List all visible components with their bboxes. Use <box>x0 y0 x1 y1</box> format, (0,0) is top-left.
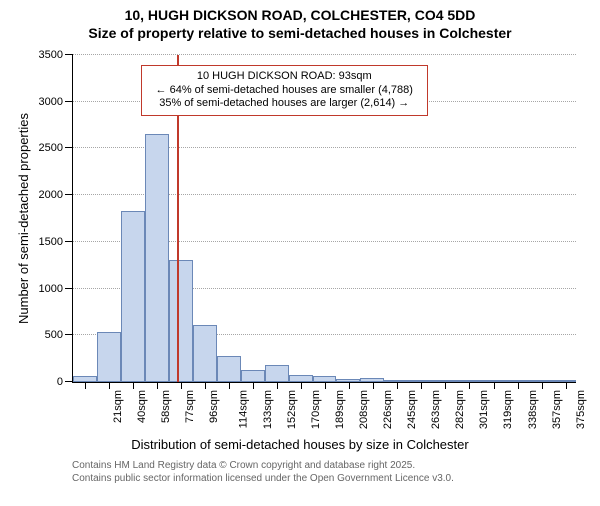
title-line-2: Size of property relative to semi-detach… <box>0 24 600 42</box>
x-tick <box>229 382 230 389</box>
x-tick <box>397 382 398 389</box>
x-tick-label: 282sqm <box>455 390 467 429</box>
x-tick <box>253 382 254 389</box>
x-tick-label: 245sqm <box>406 390 418 429</box>
x-tick-label: 375sqm <box>575 390 587 429</box>
x-tick-label: 338sqm <box>527 390 539 429</box>
x-tick <box>566 382 567 389</box>
x-tick-label: 58sqm <box>160 390 172 423</box>
x-tick <box>85 382 86 389</box>
x-tick-label: 170sqm <box>310 390 322 429</box>
x-tick <box>421 382 422 389</box>
y-tick-label: 3000 <box>39 96 63 108</box>
histogram-bar <box>145 134 169 382</box>
x-tick-label: 319sqm <box>503 390 515 429</box>
x-tick-label: 96sqm <box>208 390 220 423</box>
y-tick <box>65 54 73 55</box>
y-tick-label: 3500 <box>39 49 63 61</box>
y-tick-label: 2500 <box>39 142 63 154</box>
y-tick <box>65 241 73 242</box>
x-tick <box>133 382 134 389</box>
x-tick <box>181 382 182 389</box>
histogram-bar <box>265 365 289 382</box>
y-tick-label: 1000 <box>39 283 63 295</box>
x-tick <box>373 382 374 389</box>
x-tick <box>301 382 302 389</box>
x-tick-label: 301sqm <box>479 390 491 429</box>
chart-plot-area: 0500100015002000250030003500 10 HUGH DIC… <box>72 55 576 383</box>
x-tick-label: 208sqm <box>358 390 370 429</box>
histogram-bar <box>121 211 145 382</box>
histogram-bar <box>193 325 217 382</box>
x-tick-label: 357sqm <box>551 390 563 429</box>
y-tick <box>65 101 73 102</box>
histogram-bar <box>528 380 552 382</box>
x-tick <box>542 382 543 389</box>
histogram-bar <box>552 380 576 382</box>
x-axis-title: Distribution of semi-detached houses by … <box>0 437 600 452</box>
x-tick <box>349 382 350 389</box>
y-tick <box>65 381 73 382</box>
histogram-bar <box>432 380 456 382</box>
y-tick-label: 0 <box>57 376 63 388</box>
x-tick <box>518 382 519 389</box>
callout-line-1: 10 HUGH DICKSON ROAD: 93sqm <box>148 70 421 84</box>
y-tick <box>65 147 73 148</box>
x-tick-label: 77sqm <box>184 390 196 423</box>
y-tick <box>65 194 73 195</box>
x-tick <box>157 382 158 389</box>
histogram-bar <box>241 370 265 382</box>
x-tick-label: 263sqm <box>430 390 442 429</box>
title-line-1: 10, HUGH DICKSON ROAD, COLCHESTER, CO4 5… <box>0 6 600 24</box>
footer-attribution: Contains HM Land Registry data © Crown c… <box>72 460 454 485</box>
x-tick <box>277 382 278 389</box>
page-title: 10, HUGH DICKSON ROAD, COLCHESTER, CO4 5… <box>0 6 600 42</box>
x-tick-label: 21sqm <box>112 390 124 423</box>
y-tick <box>65 288 73 289</box>
x-tick-label: 226sqm <box>382 390 394 429</box>
y-tick-label: 1500 <box>39 236 63 248</box>
callout-line-2: ← 64% of semi-detached houses are smalle… <box>148 84 421 98</box>
x-tick <box>325 382 326 389</box>
x-tick <box>469 382 470 389</box>
histogram-bar <box>456 380 480 382</box>
x-tick-label: 152sqm <box>286 390 298 429</box>
x-tick <box>109 382 110 389</box>
x-tick-label: 133sqm <box>262 390 274 429</box>
x-tick-label: 114sqm <box>237 390 249 428</box>
x-tick-label: 40sqm <box>136 390 148 423</box>
histogram-bar <box>217 356 241 382</box>
x-tick <box>445 382 446 389</box>
y-tick <box>65 334 73 335</box>
x-tick <box>494 382 495 389</box>
histogram-bar <box>97 332 121 382</box>
grid-line <box>73 54 576 55</box>
y-tick-label: 500 <box>45 329 63 341</box>
x-tick <box>205 382 206 389</box>
y-tick-label: 2000 <box>39 189 63 201</box>
histogram-bar <box>504 380 528 382</box>
marker-callout: 10 HUGH DICKSON ROAD: 93sqm ← 64% of sem… <box>141 65 428 116</box>
x-tick-label: 189sqm <box>334 390 346 429</box>
callout-line-3: 35% of semi-detached houses are larger (… <box>148 97 421 111</box>
histogram-bar <box>480 380 504 382</box>
y-axis-title: Number of semi-detached properties <box>16 55 31 382</box>
histogram-bar <box>169 260 193 382</box>
histogram-bar <box>408 380 432 382</box>
